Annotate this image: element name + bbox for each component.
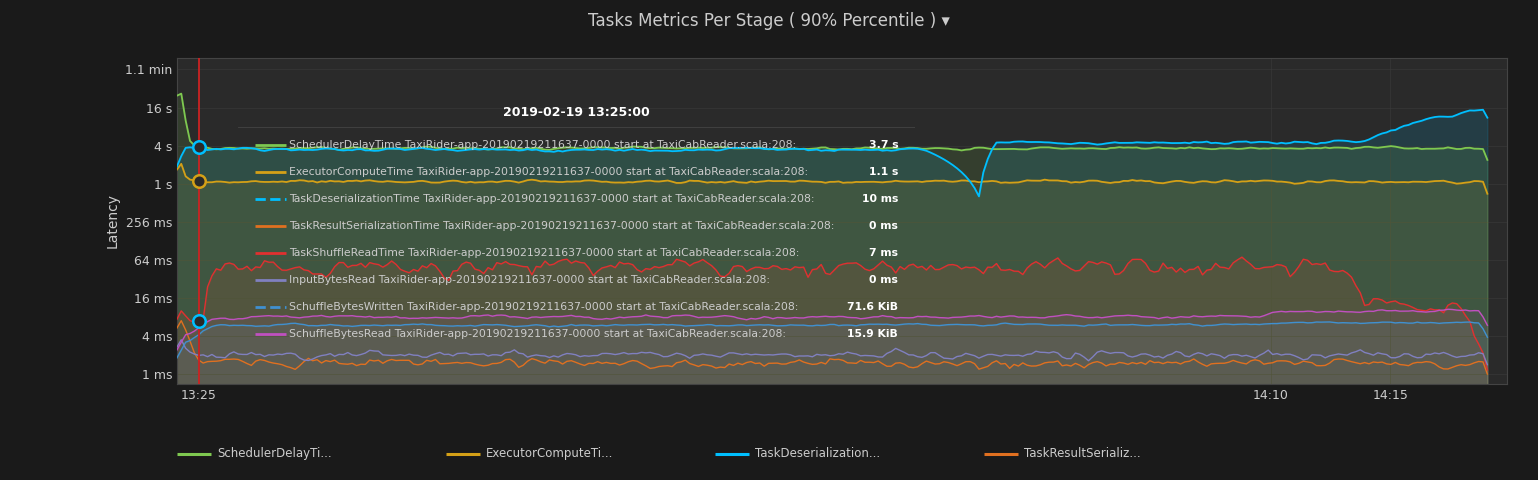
Text: SchedulerDelayTime TaxiRider-app-20190219211637-0000 start at TaxiCabReader.scal: SchedulerDelayTime TaxiRider-app-2019021… [289,140,797,150]
Text: TaskResultSerializ...: TaskResultSerializ... [1024,447,1141,460]
Text: 2019-02-19 13:25:00: 2019-02-19 13:25:00 [503,106,651,120]
Text: SchuffleBytesRead TaxiRider-app-20190219211637-0000 start at TaxiCabReader.scala: SchuffleBytesRead TaxiRider-app-20190219… [289,329,786,339]
Text: InputBytesRead TaxiRider-app-20190219211637-0000 start at TaxiCabReader.scala:20: InputBytesRead TaxiRider-app-20190219211… [289,276,771,286]
Text: 1.1 s: 1.1 s [869,168,898,177]
Text: TaskDeserialization...: TaskDeserialization... [755,447,880,460]
Y-axis label: Latency: Latency [105,193,120,248]
Text: SchedulerDelayTi...: SchedulerDelayTi... [217,447,332,460]
Text: 7 ms: 7 ms [869,248,898,258]
Text: 71.6 KiB: 71.6 KiB [847,302,898,312]
Text: ExecutorComputeTi...: ExecutorComputeTi... [486,447,614,460]
Text: TaskShuffleReadTime TaxiRider-app-20190219211637-0000 start at TaxiCabReader.sca: TaskShuffleReadTime TaxiRider-app-201902… [289,248,800,258]
Text: 15.9 KiB: 15.9 KiB [847,329,898,339]
Text: 10 ms: 10 ms [861,194,898,204]
Text: ExecutorComputeTime TaxiRider-app-20190219211637-0000 start at TaxiCabReader.sca: ExecutorComputeTime TaxiRider-app-201902… [289,168,809,177]
Text: SchuffleBytesWritten TaxiRider-app-20190219211637-0000 start at TaxiCabReader.sc: SchuffleBytesWritten TaxiRider-app-20190… [289,302,798,312]
Text: TaskDeserializationTime TaxiRider-app-20190219211637-0000 start at TaxiCabReader: TaskDeserializationTime TaxiRider-app-20… [289,194,815,204]
Text: TaskResultSerializationTime TaxiRider-app-20190219211637-0000 start at TaxiCabRe: TaskResultSerializationTime TaxiRider-ap… [289,221,835,231]
Text: Tasks Metrics Per Stage ( 90% Percentile ) ▾: Tasks Metrics Per Stage ( 90% Percentile… [588,12,950,30]
Text: 3.7 s: 3.7 s [869,140,898,150]
Text: 0 ms: 0 ms [869,221,898,231]
Text: 0 ms: 0 ms [869,276,898,286]
